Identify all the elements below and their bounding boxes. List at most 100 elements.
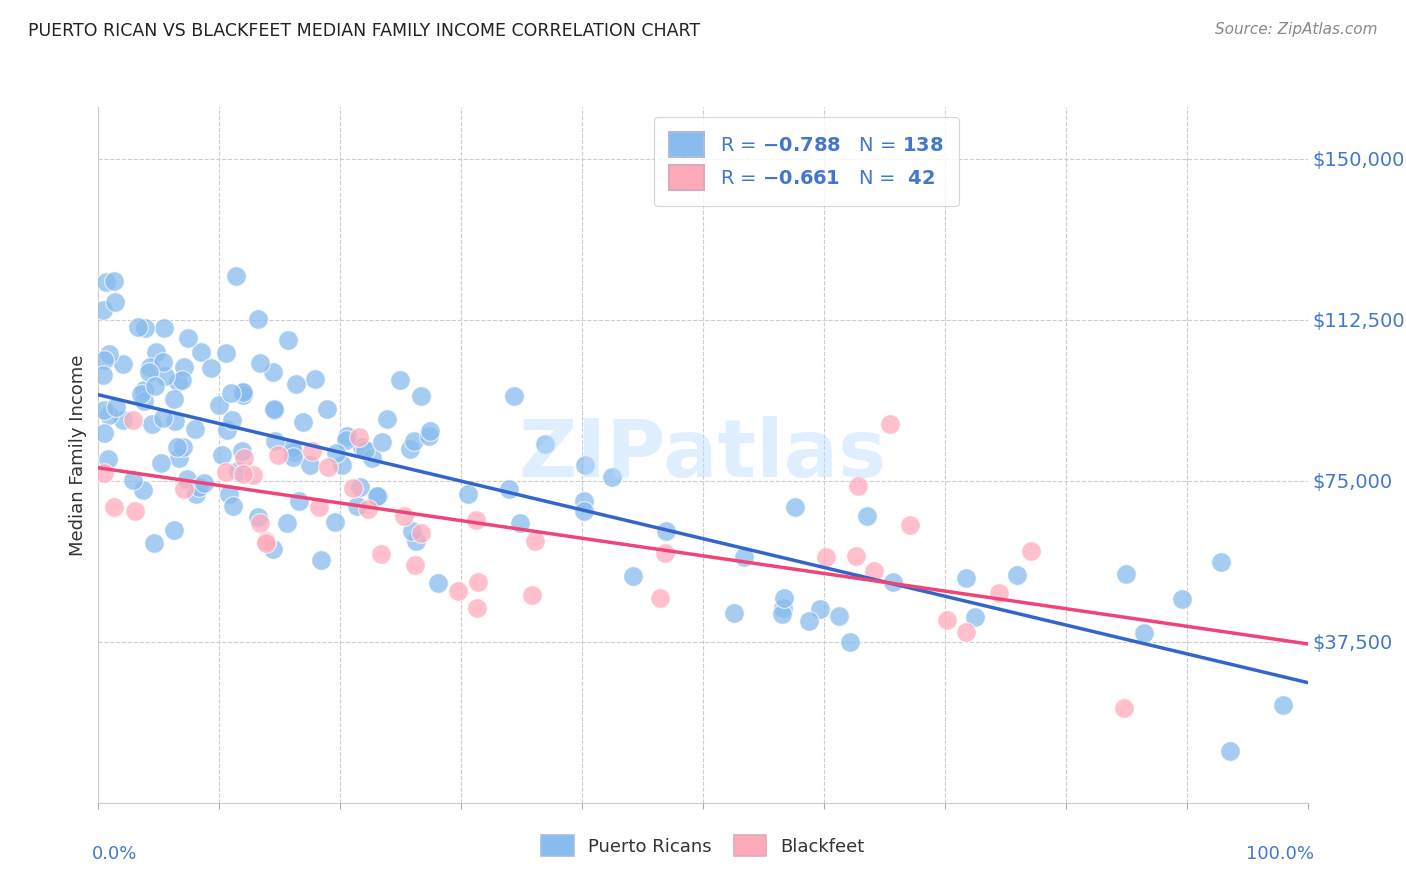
Point <box>366 489 388 503</box>
Point <box>249 356 271 370</box>
Point <box>232 467 254 482</box>
Point <box>879 417 901 431</box>
Point <box>810 602 832 616</box>
Point <box>153 321 176 335</box>
Point <box>215 466 238 480</box>
Point <box>401 524 423 538</box>
Point <box>122 473 145 487</box>
Point <box>249 516 271 530</box>
Point <box>1219 744 1241 758</box>
Point <box>266 449 288 463</box>
Legend: Puerto Ricans, Blackfeet: Puerto Ricans, Blackfeet <box>534 828 872 863</box>
Point <box>600 470 623 484</box>
Point <box>447 583 470 598</box>
Point <box>183 422 205 436</box>
Point <box>277 334 299 348</box>
Point <box>522 589 544 603</box>
Point <box>263 401 285 416</box>
Point <box>845 549 868 563</box>
Point <box>211 448 233 462</box>
Text: 0.0%: 0.0% <box>93 845 138 863</box>
Point <box>104 294 127 309</box>
Point <box>231 384 253 399</box>
Point <box>217 423 239 437</box>
Point <box>404 434 426 449</box>
Point <box>1209 555 1232 569</box>
Point <box>134 393 156 408</box>
Point <box>308 500 330 514</box>
Point <box>655 524 678 539</box>
Point <box>838 635 860 649</box>
Point <box>232 388 254 402</box>
Point <box>770 607 793 622</box>
Point <box>138 366 160 380</box>
Point <box>503 389 526 403</box>
Point <box>281 441 304 455</box>
Point <box>572 504 595 518</box>
Point <box>103 274 125 288</box>
Text: 100.0%: 100.0% <box>1246 845 1313 863</box>
Point <box>846 479 869 493</box>
Point <box>1019 544 1042 558</box>
Point <box>150 456 173 470</box>
Point <box>173 359 195 374</box>
Point <box>388 373 411 387</box>
Point <box>648 591 671 606</box>
Point <box>163 523 186 537</box>
Point <box>215 346 238 360</box>
Point <box>283 445 305 459</box>
Point <box>394 508 416 523</box>
Point <box>231 444 253 458</box>
Point <box>263 434 285 449</box>
Point <box>509 516 531 530</box>
Point <box>828 609 851 624</box>
Point <box>371 434 394 449</box>
Point <box>335 433 357 447</box>
Point <box>186 487 208 501</box>
Point <box>247 509 270 524</box>
Text: PUERTO RICAN VS BLACKFEET MEDIAN FAMILY INCOME CORRELATION CHART: PUERTO RICAN VS BLACKFEET MEDIAN FAMILY … <box>28 22 700 40</box>
Point <box>218 487 240 501</box>
Point <box>283 450 305 464</box>
Point <box>93 467 115 481</box>
Point <box>330 458 353 473</box>
Point <box>173 482 195 496</box>
Point <box>323 516 346 530</box>
Point <box>93 403 115 417</box>
Point <box>129 387 152 401</box>
Point <box>221 413 243 427</box>
Point <box>91 303 114 318</box>
Point <box>276 516 298 530</box>
Point <box>94 275 117 289</box>
Point <box>963 610 986 624</box>
Point <box>284 377 307 392</box>
Point <box>465 601 488 615</box>
Point <box>955 571 977 585</box>
Point <box>814 549 837 564</box>
Point <box>262 365 284 379</box>
Point <box>346 500 368 514</box>
Point <box>347 430 370 444</box>
Point <box>228 464 250 478</box>
Point <box>254 534 277 549</box>
Point <box>534 437 557 451</box>
Point <box>190 344 212 359</box>
Point <box>200 361 222 376</box>
Point <box>97 451 120 466</box>
Point <box>221 500 243 514</box>
Point <box>153 368 176 383</box>
Point <box>783 500 806 514</box>
Point <box>187 480 209 494</box>
Point <box>426 575 449 590</box>
Point <box>498 482 520 496</box>
Point <box>98 408 121 422</box>
Point <box>242 468 264 483</box>
Point <box>233 451 256 466</box>
Point <box>863 564 886 578</box>
Point <box>193 476 215 491</box>
Point <box>361 450 384 465</box>
Point <box>93 425 115 440</box>
Point <box>254 535 277 549</box>
Point <box>336 429 359 443</box>
Point <box>370 547 392 561</box>
